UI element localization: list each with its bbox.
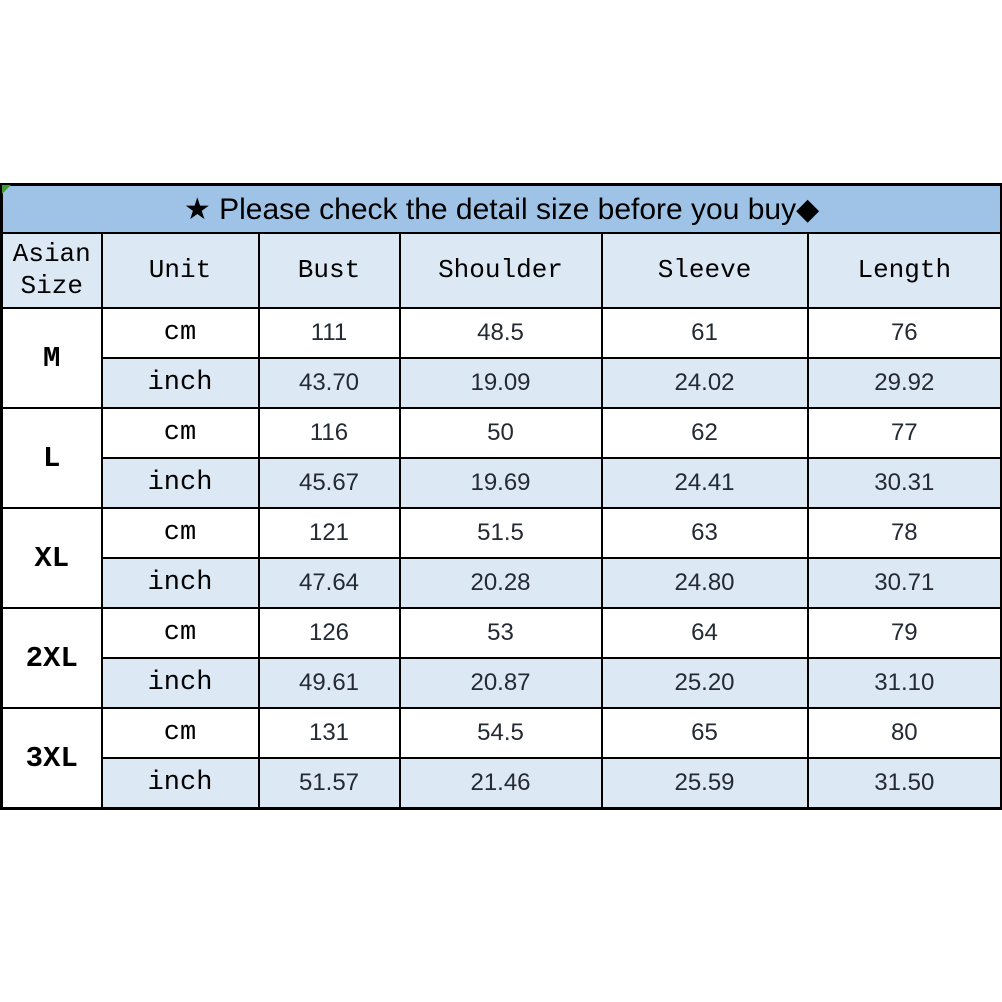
value-cell: 78	[806, 507, 1002, 559]
value-cell: 31.50	[806, 757, 1002, 810]
unit-inch-cell: inch	[100, 757, 260, 810]
size-xl-inch-row: inch 47.64 20.28 24.80 30.71	[2, 557, 1002, 609]
value-cell: 29.92	[806, 357, 1002, 409]
unit-inch-cell: inch	[100, 357, 260, 409]
banner-text: ★ Please check the detail size before yo…	[0, 183, 1002, 234]
value-cell: 111	[257, 307, 401, 359]
header-row: Asian Size Unit Bust Shoulder Sleeve Len…	[0, 232, 1002, 309]
value-cell: 77	[806, 407, 1002, 459]
unit-cm-cell: cm	[100, 507, 260, 559]
value-cell: 121	[257, 507, 401, 559]
size-label: XL	[0, 507, 103, 609]
value-cell: 20.87	[398, 657, 603, 709]
value-cell: 50	[398, 407, 603, 459]
col-header-length: Length	[806, 232, 1002, 309]
col-header-shoulder: Shoulder	[398, 232, 603, 309]
value-cell: 63	[600, 507, 809, 559]
unit-inch-cell: inch	[100, 457, 260, 509]
size-xl-cm-row: XL cm 121 51.5 63 78	[0, 507, 1002, 609]
value-cell: 64	[600, 607, 809, 659]
value-cell: 62	[600, 407, 809, 459]
unit-cm-cell: cm	[100, 407, 260, 459]
value-cell: 47.64	[257, 557, 401, 609]
size-m-inch-row: inch 43.70 19.09 24.02 29.92	[2, 357, 1002, 409]
size-label: M	[0, 307, 103, 409]
value-cell: 19.09	[398, 357, 603, 409]
size-l-inch-row: inch 45.67 19.69 24.41 30.31	[2, 457, 1002, 509]
size-3xl-inch-row: inch 51.57 21.46 25.59 31.50	[2, 757, 1002, 810]
green-corner-marker-icon	[2, 185, 11, 194]
col-header-unit: Unit	[100, 232, 260, 309]
value-cell: 20.28	[398, 557, 603, 609]
value-cell: 19.69	[398, 457, 603, 509]
value-cell: 45.67	[257, 457, 401, 509]
value-cell: 25.59	[600, 757, 809, 810]
value-cell: 24.02	[600, 357, 809, 409]
value-cell: 30.71	[806, 557, 1002, 609]
value-cell: 61	[600, 307, 809, 359]
value-cell: 51.57	[257, 757, 401, 810]
value-cell: 24.41	[600, 457, 809, 509]
value-cell: 24.80	[600, 557, 809, 609]
col-header-asian-size: Asian Size	[0, 232, 103, 309]
value-cell: 21.46	[398, 757, 603, 810]
size-chart-table: ★ Please check the detail size before yo…	[0, 183, 1002, 810]
size-l-cm-row: L cm 116 50 62 77	[0, 407, 1002, 509]
value-cell: 31.10	[806, 657, 1002, 709]
value-cell: 49.61	[257, 657, 401, 709]
value-cell: 43.70	[257, 357, 401, 409]
unit-inch-cell: inch	[100, 657, 260, 709]
col-header-bust: Bust	[257, 232, 401, 309]
value-cell: 76	[806, 307, 1002, 359]
banner-row: ★ Please check the detail size before yo…	[0, 183, 1002, 234]
size-3xl-cm-row: 3XL cm 131 54.5 65 80	[0, 707, 1002, 810]
size-2xl-inch-row: inch 49.61 20.87 25.20 31.10	[2, 657, 1002, 709]
size-label: 3XL	[0, 707, 103, 810]
value-cell: 51.5	[398, 507, 603, 559]
value-cell: 54.5	[398, 707, 603, 759]
unit-cm-cell: cm	[100, 607, 260, 659]
value-cell: 79	[806, 607, 1002, 659]
value-cell: 80	[806, 707, 1002, 759]
value-cell: 30.31	[806, 457, 1002, 509]
value-cell: 116	[257, 407, 401, 459]
value-cell: 126	[257, 607, 401, 659]
value-cell: 53	[398, 607, 603, 659]
col-header-sleeve: Sleeve	[600, 232, 809, 309]
value-cell: 25.20	[600, 657, 809, 709]
value-cell: 48.5	[398, 307, 603, 359]
unit-cm-cell: cm	[100, 307, 260, 359]
size-m-cm-row: M cm 111 48.5 61 76	[0, 307, 1002, 409]
size-label: 2XL	[0, 607, 103, 709]
unit-inch-cell: inch	[100, 557, 260, 609]
unit-cm-cell: cm	[100, 707, 260, 759]
value-cell: 131	[257, 707, 401, 759]
value-cell: 65	[600, 707, 809, 759]
size-2xl-cm-row: 2XL cm 126 53 64 79	[0, 607, 1002, 709]
size-label: L	[0, 407, 103, 509]
